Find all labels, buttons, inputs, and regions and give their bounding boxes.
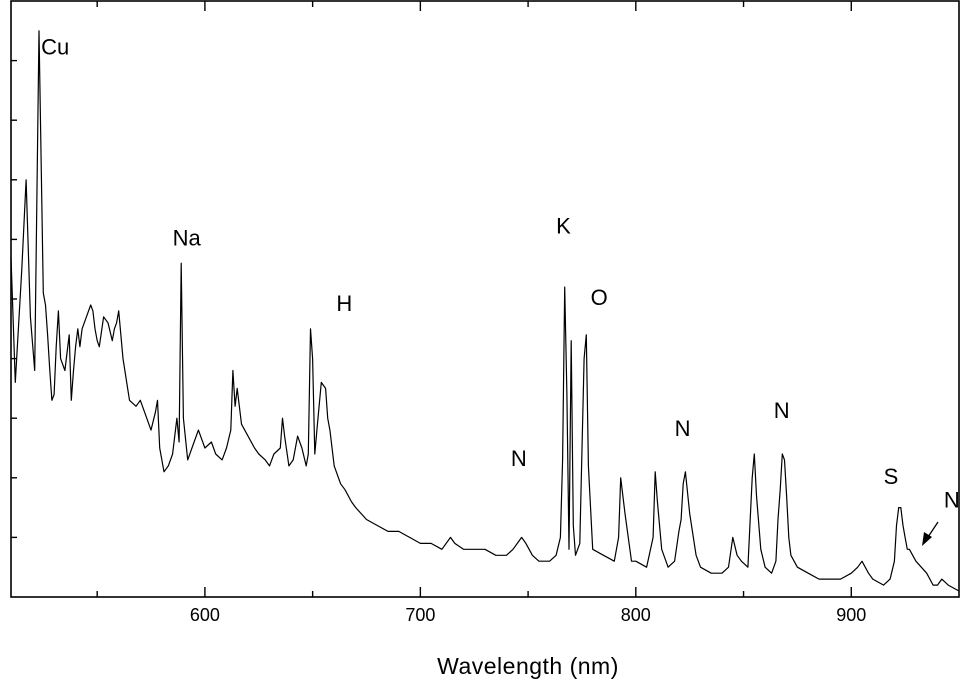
x-axis-label: Wavelength (nm) xyxy=(437,653,619,679)
peak-label-n: N xyxy=(944,488,960,513)
peak-label-cu: Cu xyxy=(41,35,69,60)
tick-marks xyxy=(11,1,852,597)
arrow-n-head xyxy=(922,532,932,546)
peak-label-s: S xyxy=(884,464,899,489)
plot-frame xyxy=(10,0,960,598)
x-tick-label: 600 xyxy=(190,605,220,625)
peak-label-n: N xyxy=(675,416,691,441)
spectrum-line xyxy=(10,30,960,592)
peak-label-n: N xyxy=(774,398,790,423)
peak-label-h: H xyxy=(336,291,352,316)
peak-label-o: O xyxy=(591,285,608,310)
peak-label-n: N xyxy=(511,446,527,471)
peak-label-k: K xyxy=(556,213,571,238)
x-tick-labels: 600 700 800 900 xyxy=(190,605,866,625)
peak-labels: Cu Na H K O N N N S N xyxy=(41,35,960,513)
peak-label-na: Na xyxy=(173,225,202,250)
x-tick-label: 800 xyxy=(621,605,651,625)
x-tick-label: 700 xyxy=(405,605,435,625)
x-tick-label: 900 xyxy=(836,605,866,625)
